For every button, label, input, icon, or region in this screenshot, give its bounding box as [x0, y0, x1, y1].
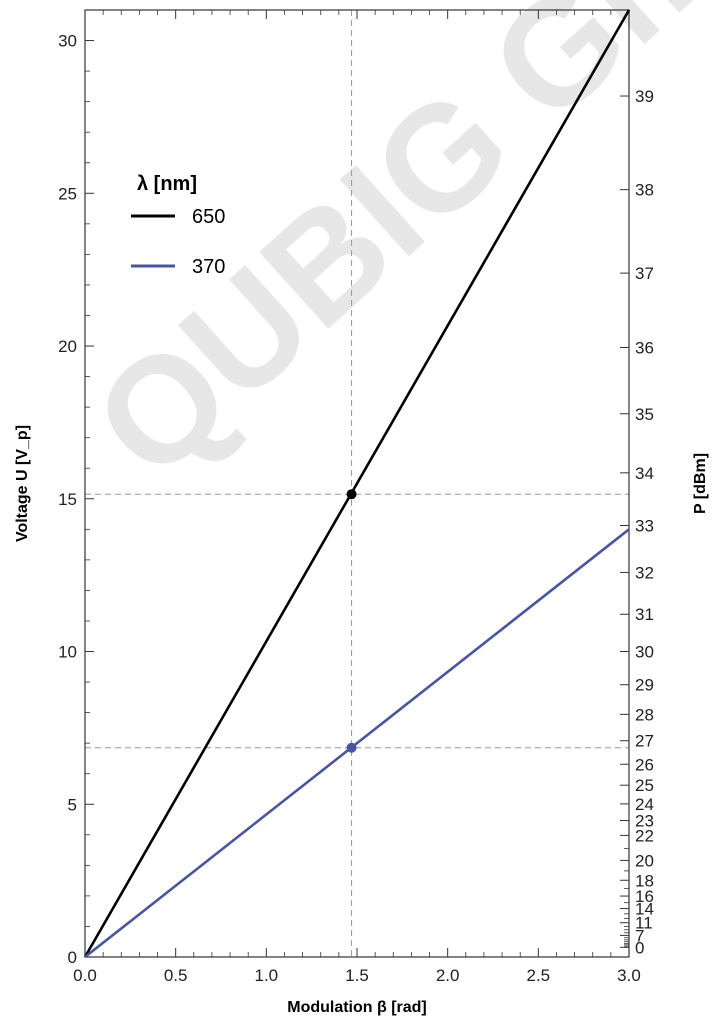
y2-tick-label: 35 [635, 405, 654, 424]
y2-tick-label: 7 [635, 926, 644, 945]
y2-tick-label: 25 [635, 776, 654, 795]
x-tick-label: 2.0 [436, 966, 460, 985]
y2-tick-label: 32 [635, 563, 654, 582]
y2-tick-label: 11 [635, 914, 653, 933]
y2-tick-label: 28 [635, 705, 654, 724]
y-tick-label: 20 [58, 337, 77, 356]
y2-tick-label: 14 [635, 900, 654, 919]
y2-tick-label: 39 [635, 87, 654, 106]
reference-lines [85, 10, 629, 957]
series-line-370 [84, 528, 630, 959]
y-tick-label: 0 [68, 948, 77, 967]
y2-tick-label: 18 [635, 871, 654, 890]
y2-tick-label: 24 [635, 795, 654, 814]
series-lines [83, 9, 631, 959]
y-axis-title: Voltage U [V_p] [14, 425, 31, 542]
y-tick-label: 10 [58, 643, 77, 662]
y2-tick-label: 26 [635, 755, 654, 774]
x-tick-label: 3.0 [617, 966, 641, 985]
x-axis: 0.0 0.5 1.0 1.5 2.0 2.5 3.0 [73, 10, 641, 985]
y-tick-label: 15 [58, 490, 77, 509]
legend-label-650: 650 [192, 206, 225, 228]
y2-tick-label: 20 [635, 851, 654, 870]
x-tick-label: 0.0 [73, 966, 97, 985]
watermark-text: QUBIG GmbH [63, 0, 723, 510]
marker-650 [346, 489, 357, 500]
y2-tick-label: 27 [635, 732, 654, 751]
series-line-650 [83, 9, 631, 958]
marker-370 [346, 742, 357, 753]
y2-tick-label: 33 [635, 516, 654, 535]
y2-tick-label: 34 [635, 464, 654, 483]
data-markers [346, 489, 357, 753]
x-tick-label: 0.5 [164, 966, 188, 985]
y2-tick-label: 38 [635, 181, 654, 200]
y2-tick-label: 0 [635, 938, 644, 957]
y-tick-label: 25 [58, 184, 77, 203]
y2-tick-label: 30 [635, 643, 654, 662]
y2-tick-label: 22 [635, 826, 654, 845]
y2-tick-label: 23 [635, 812, 654, 831]
legend-title: λ [nm] [137, 173, 197, 195]
y-tick-label: 30 [58, 32, 77, 51]
x-tick-label: 1.5 [345, 966, 369, 985]
y-axis-left: 0 5 10 15 20 25 30 [58, 32, 94, 967]
y2-tick-label: 31 [635, 605, 654, 624]
x-tick-label: 2.5 [527, 966, 551, 985]
y2-tick-label: 16 [635, 887, 654, 906]
y2-tick-label: 36 [635, 338, 654, 357]
legend: λ [nm] 650 370 [131, 173, 225, 278]
y2-axis-title: P [dBm] [692, 453, 709, 514]
y2-tick-label: 29 [635, 676, 654, 695]
y-tick-label: 5 [68, 795, 77, 814]
x-tick-label: 1.0 [255, 966, 279, 985]
x-axis-title: Modulation β [rad] [287, 999, 427, 1016]
y2-tick-label: 37 [635, 264, 654, 283]
legend-label-370: 370 [192, 256, 225, 278]
